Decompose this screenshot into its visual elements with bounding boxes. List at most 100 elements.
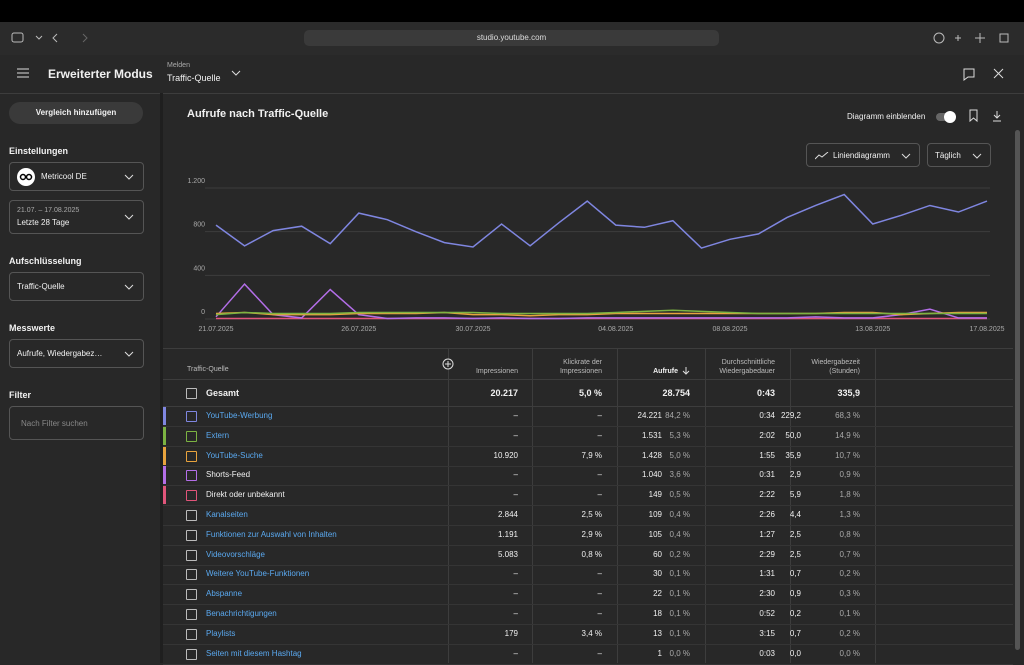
interval-menu[interactable]: Täglich [927,143,991,167]
dropdown-icon [124,351,134,357]
y-tick-label: 0 [201,309,205,316]
column-header[interactable]: Aufrufe [653,368,678,375]
browser-actions[interactable] [930,31,1016,45]
metrics-value: Aufrufe, Wiedergabez… [17,349,103,358]
checkbox[interactable] [186,648,197,660]
cell-value: 0,2 % [839,569,860,579]
column-header[interactable]: Durchschnittliche Wiedergabedauer [719,359,775,375]
interval-value: Täglich [935,151,961,160]
row-divider [163,445,1013,447]
breakdown-select[interactable]: Traffic-Quelle [9,272,144,301]
cell-value: 50,0 [785,430,801,440]
column-header[interactable]: Impressionen [475,368,518,375]
source-link[interactable]: Seiten mit diesem Hashtag [206,648,302,658]
cell-value: 1 [657,648,662,658]
checkbox[interactable] [186,490,197,502]
row-divider [163,544,1013,546]
cell-value: – [597,411,602,420]
total-value: 0:43 [756,388,775,398]
source-link[interactable]: Extern [206,430,230,440]
cell-value: 1:27 [759,529,775,539]
compare-button[interactable]: Vergleich hinzufügen [9,102,143,124]
cell-value: 2:30 [759,589,775,599]
cell-value: 0,3 % [839,589,860,599]
metrics-select[interactable]: Aufrufe, Wiedergabez… [9,339,144,368]
row-divider [163,465,1013,467]
menu-icon[interactable] [17,68,29,78]
cell-value: 2,9 % [581,529,602,539]
table-top-border [163,348,1013,349]
cell-value: 0,2 % [669,549,690,559]
checkbox[interactable] [186,388,197,399]
source-link[interactable]: Funktionen zur Auswahl von Inhalten [206,529,337,539]
cell-value: 1,3 % [839,510,860,519]
total-value: 5,0 % [578,388,602,398]
chart-type-menu[interactable]: Liniendiagramm [806,143,920,167]
checkbox[interactable] [186,549,197,561]
checkbox[interactable] [186,529,197,541]
report-dropdown-icon[interactable] [231,69,241,77]
series-line [215,193,988,249]
x-tick-label: 13.08.2025 [855,326,890,333]
row-divider [163,584,1013,586]
sort-arrow[interactable] [682,366,690,375]
source-link[interactable]: Weitere YouTube-Funktionen [206,569,310,579]
column-header[interactable]: Wiedergabezeit (Stunden) [811,359,860,375]
cell-value: 0,7 [789,628,801,638]
checkbox[interactable] [186,430,197,442]
cell-value: 3,6 % [669,470,690,480]
cell-value: 0,1 % [669,609,690,618]
cell-value: – [513,430,518,440]
checkbox[interactable] [186,609,197,620]
filter-placeholder: Nach Filter suchen [21,419,88,428]
source-link[interactable]: YouTube-Werbung [206,411,273,420]
series-indicator [163,466,166,485]
source-link[interactable]: Playlists [206,628,236,638]
row-divider [163,406,1013,407]
filter-input[interactable]: Nach Filter suchen [9,406,144,440]
source-link[interactable]: Kanalseiten [206,510,248,519]
cell-value: 10.920 [493,450,518,460]
toggle-label: Diagramm einblenden [847,112,926,121]
series-line [215,311,987,317]
row-divider [163,663,1013,665]
chart-toggle[interactable] [934,110,958,124]
channel-select[interactable]: Metricool DE [9,162,144,191]
cell-value: – [597,569,602,579]
browser-toolbar: studio.youtube.com [0,22,1024,56]
source-link[interactable]: Abspanne [206,589,243,599]
add-column[interactable] [442,358,454,370]
column-header[interactable]: Klickrate der Impressionen [559,359,602,375]
date-select[interactable]: 21.07. – 17.08.2025 Letzte 28 Tage [9,200,144,234]
scrollbar[interactable] [1015,130,1020,650]
cell-value: 5,0 % [669,450,690,460]
line-chart-icon [815,152,829,160]
source-link[interactable]: Videovorschläge [206,549,266,559]
source-link[interactable]: YouTube-Suche [206,450,263,460]
cell-value: 0,0 % [669,648,690,658]
report-value[interactable]: Traffic-Quelle [167,73,221,83]
checkbox[interactable] [186,411,197,422]
series-line [215,282,987,320]
cell-value: 0,7 [789,569,801,579]
checkbox[interactable] [186,589,197,601]
browser-nav-icons[interactable] [10,31,100,45]
checkbox[interactable] [186,628,197,640]
series-indicator [163,426,166,445]
source-link[interactable]: Benachrichtigungen [206,609,277,618]
checkbox[interactable] [186,470,197,482]
report-label: Melden [167,62,190,69]
url-field[interactable]: studio.youtube.com [304,30,719,46]
cell-value: 0,7 % [839,549,860,559]
cell-value: – [513,490,518,500]
panel-actions[interactable] [967,109,1007,123]
checkbox[interactable] [186,450,197,462]
cell-value: 30 [653,569,662,579]
cell-value: 0,8 % [581,549,602,559]
cell-value: 1:55 [759,450,775,460]
checkbox[interactable] [186,569,197,581]
cell-value: 5.083 [497,549,518,559]
header-actions[interactable] [962,67,1006,81]
checkbox[interactable] [186,510,197,521]
